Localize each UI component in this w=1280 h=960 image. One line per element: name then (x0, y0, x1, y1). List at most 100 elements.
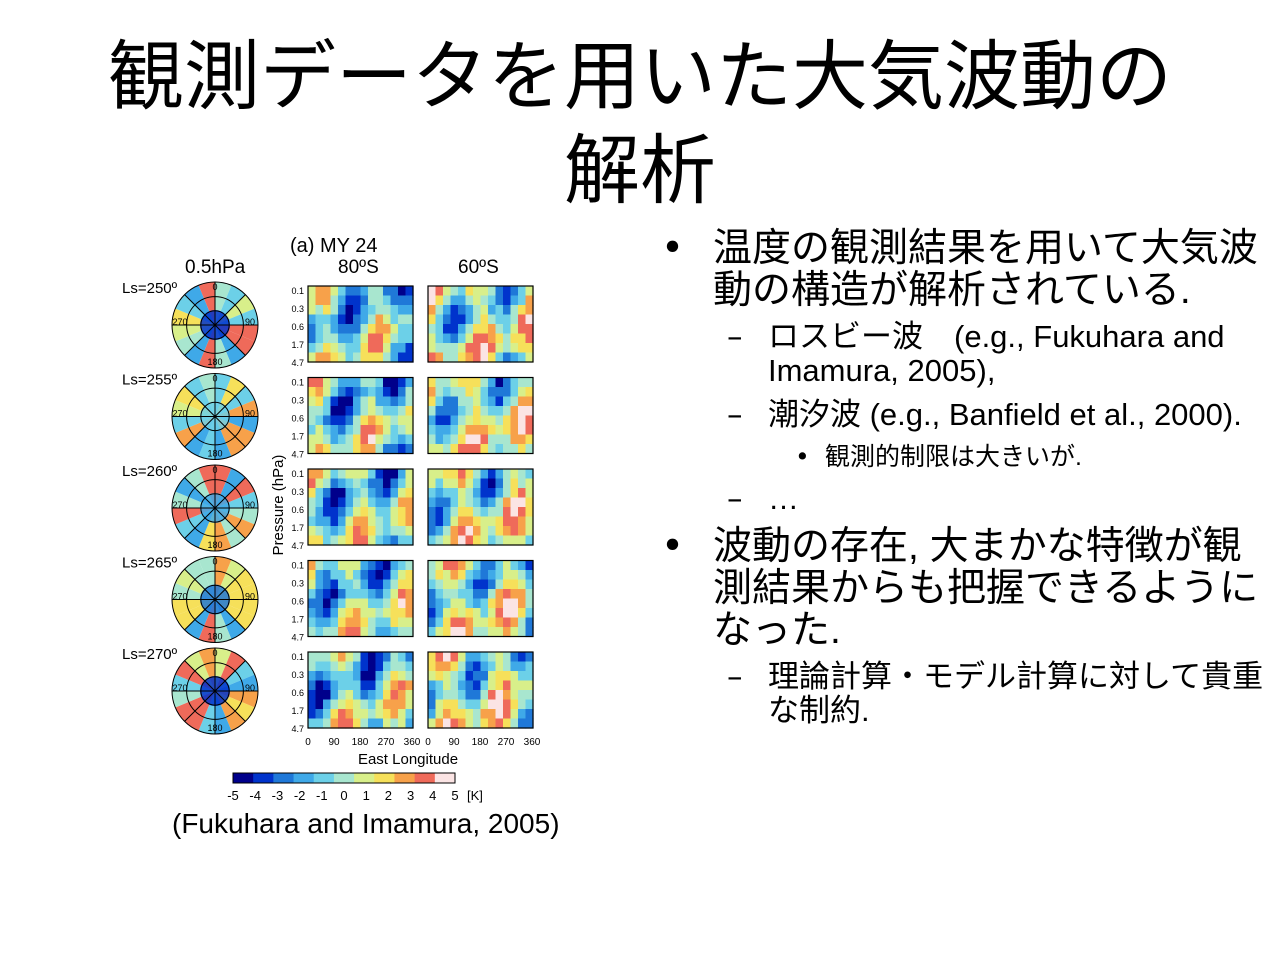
heat-cell (488, 406, 497, 417)
heat-cell (503, 652, 512, 663)
heat-cell (435, 488, 444, 499)
heat-cell (518, 526, 527, 537)
heat-cell (488, 589, 497, 600)
heat-cell (450, 444, 459, 455)
longitude-tick-label: 270 (378, 737, 395, 748)
heat-cell (435, 579, 444, 590)
heat-cell (525, 497, 534, 508)
heat-cell (443, 680, 452, 691)
heat-cell (495, 589, 504, 600)
heat-cell (368, 305, 377, 316)
heat-cell (495, 699, 504, 710)
heat-cell (315, 709, 324, 720)
heat-cell (398, 396, 407, 407)
heat-cell (465, 617, 474, 628)
heat-cell (495, 516, 504, 527)
heat-cell (435, 444, 444, 455)
heat-cell (390, 434, 399, 445)
heat-cell (330, 589, 339, 600)
bullet-item: – ロスビー波 (e.g., Fukuhara and Imamura, 2005… (655, 320, 1265, 388)
heat-cell (360, 507, 369, 518)
longitude-tick-label: 90 (448, 737, 460, 748)
heat-cell (345, 617, 354, 628)
heat-cell (375, 718, 384, 729)
heat-cell (308, 570, 317, 581)
heat-cell (525, 680, 534, 691)
pressure-tick-label: 0.6 (291, 505, 304, 515)
heat-cell (398, 570, 407, 581)
heat-cell (308, 652, 317, 663)
heat-cell (398, 286, 407, 297)
heat-cell (383, 598, 392, 609)
heat-cell (345, 690, 354, 701)
heat-cell (360, 314, 369, 325)
heat-cell (510, 286, 519, 297)
heat-cell (518, 709, 527, 720)
longitude-tick-label: 180 (472, 737, 489, 748)
heat-cell (360, 671, 369, 682)
heat-cell (510, 469, 519, 480)
heat-cell (503, 314, 512, 325)
heat-cell (488, 617, 497, 628)
pressure-tick-label: 0.6 (291, 688, 304, 698)
heat-cell (368, 671, 377, 682)
heat-cell (443, 617, 452, 628)
heat-cell (330, 444, 339, 455)
bullet-text: ロスビー波 (e.g., Fukuhara and Imamura, 2005)… (768, 319, 1225, 388)
heat-cell (330, 699, 339, 710)
heat-cell (443, 589, 452, 600)
panel-80s (307, 468, 414, 546)
heat-cell (503, 286, 512, 297)
heat-cell (353, 709, 362, 720)
panel-60s (427, 651, 534, 729)
heat-cell (323, 488, 332, 499)
heat-cell (465, 652, 474, 663)
heat-cell (450, 526, 459, 537)
heat-cell (503, 617, 512, 628)
heat-cell (510, 535, 519, 546)
heat-cell (405, 343, 414, 354)
heat-cell (383, 415, 392, 426)
heat-cell (480, 444, 489, 455)
heat-cell (338, 516, 347, 527)
heat-cell (473, 478, 482, 489)
heat-cell (428, 305, 437, 316)
heat-cell (480, 680, 489, 691)
heat-cell (338, 690, 347, 701)
heat-cell (315, 617, 324, 628)
heat-cell (338, 661, 347, 672)
heat-cell (308, 387, 317, 398)
heat-cell (383, 497, 392, 508)
heat-cell (375, 671, 384, 682)
heat-cell (338, 709, 347, 720)
heat-cell (488, 690, 497, 701)
heat-cell (450, 469, 459, 480)
heat-cell (360, 286, 369, 297)
heat-cell (495, 305, 504, 316)
heat-cell (390, 469, 399, 480)
heat-cell (450, 709, 459, 720)
heat-cell (398, 680, 407, 691)
pressure-tick-label: 0.3 (291, 304, 304, 314)
heat-cell (458, 589, 467, 600)
heat-cell (353, 352, 362, 363)
heat-cell (338, 699, 347, 710)
heat-cell (428, 444, 437, 455)
heat-cell (525, 598, 534, 609)
heat-cell (458, 507, 467, 518)
heat-cell (473, 598, 482, 609)
heat-cell (450, 295, 459, 306)
heat-cell (338, 497, 347, 508)
heat-cell (465, 406, 474, 417)
heat-cell (308, 478, 317, 489)
heat-cell (495, 352, 504, 363)
colorbar-tick-label: 0 (340, 788, 347, 803)
heat-cell (383, 343, 392, 354)
heat-cell (330, 478, 339, 489)
heat-cell (345, 507, 354, 518)
heat-cell (465, 396, 474, 407)
heat-cell (443, 387, 452, 398)
heat-cell (488, 396, 497, 407)
heat-cell (518, 377, 527, 388)
heat-cell (525, 627, 534, 638)
